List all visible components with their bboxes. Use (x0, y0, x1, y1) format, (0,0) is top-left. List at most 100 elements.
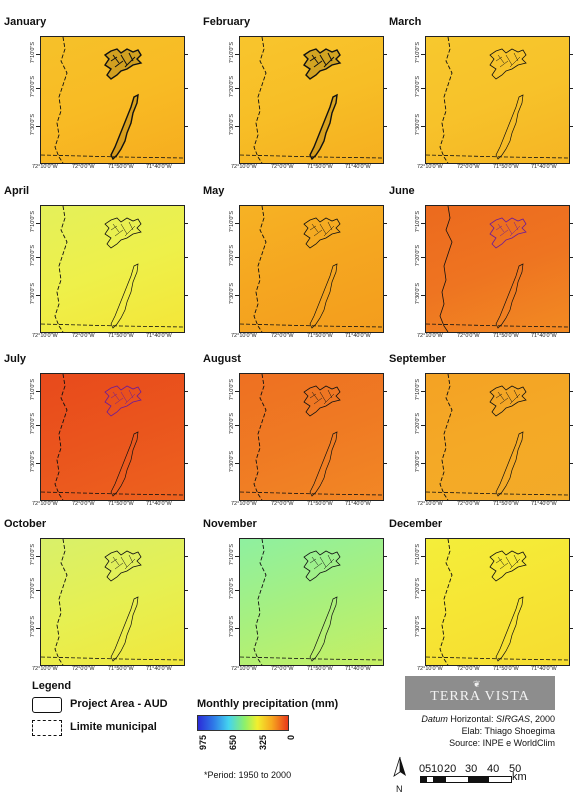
project-area-strip (110, 431, 139, 497)
datum-line: Datum Horizontal: SIRGAS, 2000 (421, 714, 555, 724)
map-panel-september: September 7°10'0"S 7°20'0"S 7°30'0"S 72°10'0… (387, 353, 577, 513)
precipitation-raster (425, 36, 570, 164)
project-area-north (489, 550, 527, 582)
y-tick-mark-right (569, 257, 573, 258)
y-tick-mark-right (569, 425, 573, 426)
precipitation-raster (425, 205, 570, 333)
datum-prefix: Datum (421, 714, 448, 724)
y-tick-mark-right (184, 556, 188, 557)
project-area-strip (309, 93, 338, 161)
y-tick-label: 7°20'0"S (30, 413, 36, 435)
x-tick-label: 72°0'0"W (457, 164, 480, 170)
elab-line: Elab: Thiago Shoegima (461, 726, 555, 736)
y-tick-label: 7°10'0"S (30, 544, 36, 566)
x-tick-label: 72°10'0"W (231, 164, 257, 170)
map-panel-november: November 7°10'0"S 7°20'0"S 7°30'0"S 72°10'0"… (201, 518, 391, 678)
y-tick-mark (235, 463, 239, 464)
y-tick-label: 7°20'0"S (415, 413, 421, 435)
project-area-label: Project Area - AUD (70, 698, 168, 710)
x-tick-label: 72°0'0"W (72, 164, 95, 170)
precipitation-raster (239, 538, 384, 666)
y-tick-mark (421, 590, 425, 591)
y-tick-label: 7°30'0"S (30, 451, 36, 473)
x-tick-label: 71°50'0"W (493, 333, 519, 339)
x-tick-label: 71°40'0"W (531, 666, 557, 672)
x-tick-label: 71°50'0"W (307, 501, 333, 507)
y-tick-label: 7°10'0"S (229, 211, 235, 233)
y-tick-mark-right (184, 295, 188, 296)
x-tick-label: 71°50'0"W (307, 164, 333, 170)
y-tick-mark-right (184, 223, 188, 224)
x-tick-label: 72°10'0"W (417, 164, 443, 170)
municipal-boundary-line (253, 539, 267, 665)
project-area-strip (309, 263, 338, 329)
project-area-internal (495, 389, 521, 405)
x-tick-label: 72°10'0"W (32, 666, 58, 672)
limite-municipal-label: Limite municipal (70, 721, 157, 733)
y-tick-label: 7°20'0"S (229, 578, 235, 600)
y-tick-mark-right (383, 88, 387, 89)
scale-unit: km (512, 771, 527, 783)
x-tick-label: 72°0'0"W (457, 666, 480, 672)
map-panel-october: October 7°10'0"S 7°20'0"S 7°30'0"S 72°10'0"W… (2, 518, 192, 678)
y-tick-mark-right (383, 223, 387, 224)
y-tick-mark-right (184, 590, 188, 591)
project-area-strip (110, 596, 139, 662)
x-tick-label: 71°50'0"W (493, 501, 519, 507)
y-tick-mark (421, 223, 425, 224)
x-tick-label: 71°40'0"W (146, 501, 172, 507)
y-tick-label: 7°10'0"S (229, 379, 235, 401)
precipitation-raster (239, 36, 384, 164)
y-tick-mark (36, 391, 40, 392)
leaf-icon: ❦ (473, 679, 482, 689)
y-tick-mark-right (569, 590, 573, 591)
bottom-boundary-line (240, 154, 383, 159)
map-panel-july: July 7°10'0"S 7°20'0"S 7°30'0"S 72°10'0"W 72°… (2, 353, 192, 513)
map-overlay (41, 539, 184, 665)
month-title: January (4, 16, 47, 28)
datum-sirgas: SIRGAS (495, 714, 530, 724)
month-title: July (4, 353, 27, 365)
y-tick-mark (36, 590, 40, 591)
y-tick-label: 7°10'0"S (30, 211, 36, 233)
y-tick-label: 7°20'0"S (229, 76, 235, 98)
x-tick-label: 71°50'0"W (307, 666, 333, 672)
x-tick-label: 71°50'0"W (108, 666, 134, 672)
x-tick-label: 72°0'0"W (271, 501, 294, 507)
scale-number: 50 (509, 763, 522, 775)
month-title: September (389, 353, 446, 365)
y-tick-mark-right (383, 590, 387, 591)
y-tick-mark-right (383, 126, 387, 127)
municipal-boundary-line (54, 206, 68, 332)
y-tick-mark (421, 628, 425, 629)
x-tick-label: 71°40'0"W (531, 501, 557, 507)
x-tick-label: 71°40'0"W (345, 333, 371, 339)
municipal-boundary-line (439, 374, 453, 500)
precipitation-title: Monthly precipitation (mm) (197, 698, 339, 710)
project-area-strip (495, 263, 524, 329)
source-line: Source: INPE e WorldClim (449, 738, 555, 748)
y-tick-label: 7°30'0"S (229, 451, 235, 473)
y-tick-mark (421, 88, 425, 89)
precipitation-raster (239, 205, 384, 333)
precipitation-raster (40, 205, 185, 333)
y-tick-label: 7°10'0"S (229, 42, 235, 64)
project-area-strip (309, 431, 338, 497)
bottom-boundary-line (41, 323, 184, 328)
project-area-internal (495, 221, 521, 237)
y-tick-mark (235, 556, 239, 557)
y-tick-mark-right (184, 463, 188, 464)
y-tick-label: 7°30'0"S (229, 114, 235, 136)
x-tick-label: 71°50'0"W (493, 164, 519, 170)
y-tick-mark (235, 126, 239, 127)
y-tick-label: 7°30'0"S (30, 283, 36, 305)
colorbar-label-975: 975 (198, 735, 208, 751)
y-tick-mark-right (383, 295, 387, 296)
datum-rest: Horizontal: (447, 714, 496, 724)
legend-title: Legend (32, 680, 72, 692)
y-tick-label: 7°30'0"S (415, 451, 421, 473)
project-area-swatch (32, 697, 62, 713)
map-overlay (41, 37, 184, 163)
y-tick-label: 7°20'0"S (229, 245, 235, 267)
x-tick-label: 71°50'0"W (108, 333, 134, 339)
